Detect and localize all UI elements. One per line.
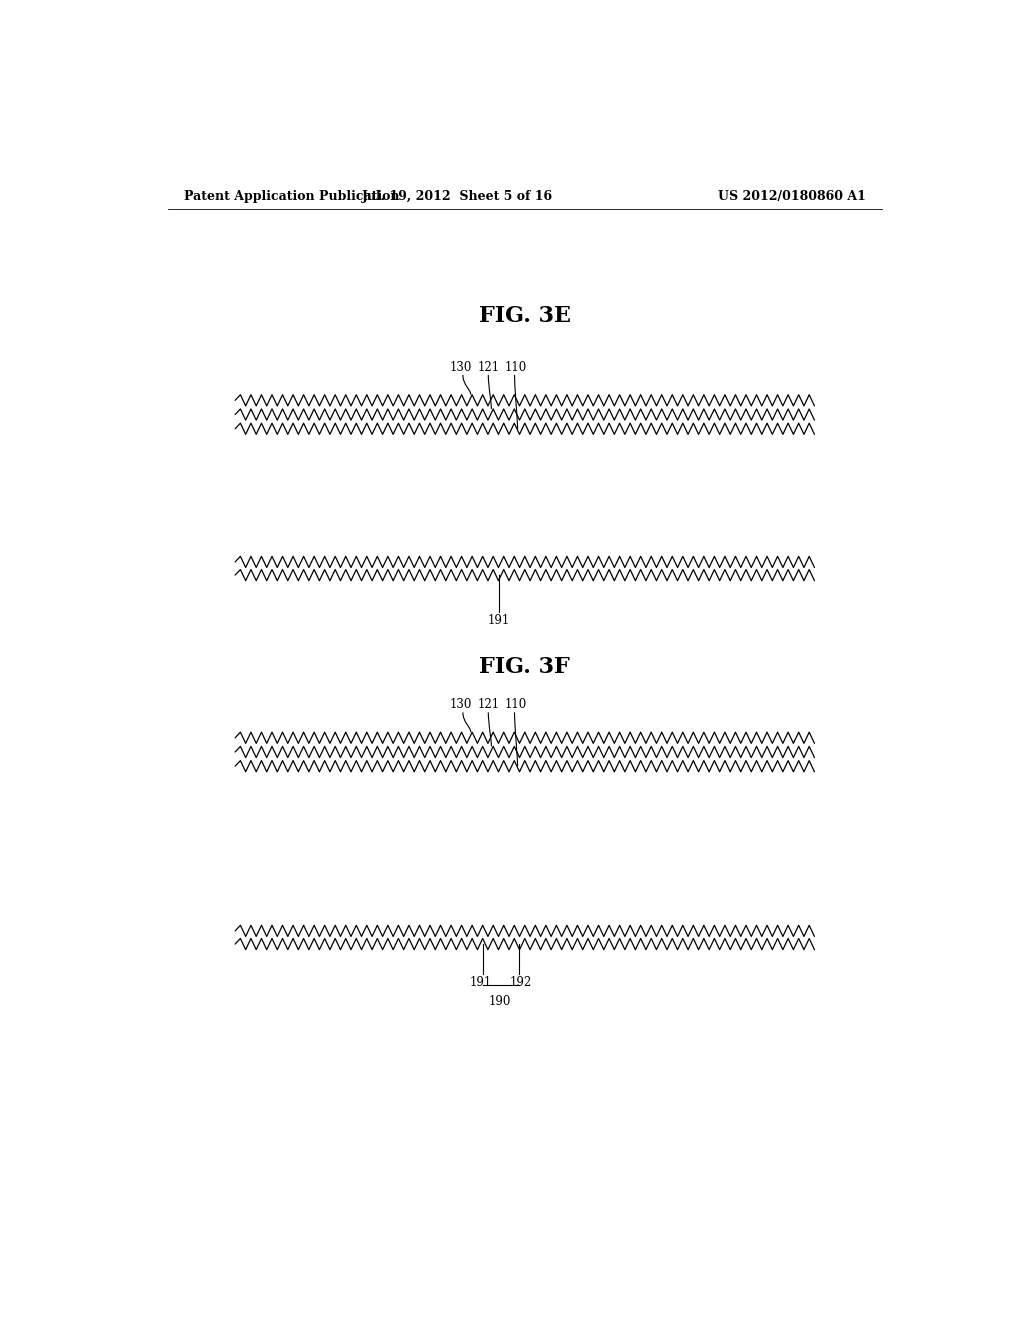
Text: 110: 110	[505, 360, 527, 374]
Text: 191: 191	[470, 975, 493, 989]
Text: 121: 121	[477, 698, 500, 711]
Text: 110: 110	[505, 698, 527, 711]
Text: FIG. 3E: FIG. 3E	[479, 305, 570, 327]
Text: 121: 121	[477, 360, 500, 374]
Text: 130: 130	[450, 698, 472, 711]
Text: US 2012/0180860 A1: US 2012/0180860 A1	[718, 190, 866, 202]
Text: 130: 130	[450, 360, 472, 374]
Text: 191: 191	[487, 614, 510, 627]
Text: 190: 190	[489, 995, 511, 1008]
Text: Jul. 19, 2012  Sheet 5 of 16: Jul. 19, 2012 Sheet 5 of 16	[361, 190, 553, 202]
Text: FIG. 3F: FIG. 3F	[479, 656, 570, 677]
Text: Patent Application Publication: Patent Application Publication	[183, 190, 399, 202]
Text: 192: 192	[510, 975, 531, 989]
